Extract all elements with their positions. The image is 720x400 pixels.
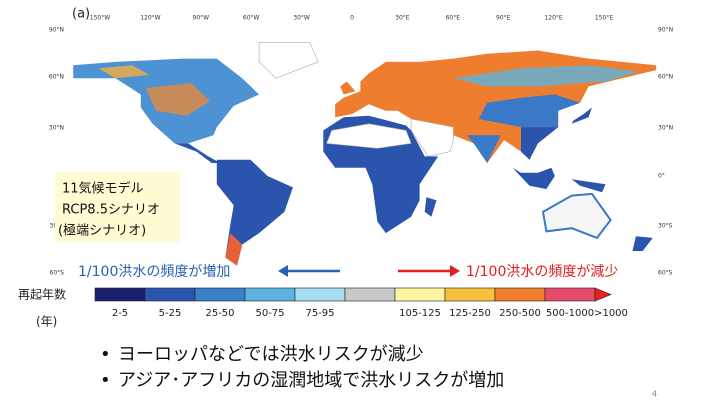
region-patch: [98, 65, 150, 79]
page-number: 4: [652, 390, 657, 399]
longitude-label: 0: [350, 15, 354, 22]
color-bar-segment: [494, 287, 546, 302]
legend-unit: (年): [36, 315, 57, 329]
britain: [340, 81, 356, 95]
legend-label: 125-250: [449, 308, 491, 319]
legend-label: 75-95: [305, 308, 334, 319]
madagascar: [424, 197, 437, 217]
longitude-label: 30°E: [395, 15, 410, 22]
central-america: [174, 143, 221, 163]
australia: [541, 192, 612, 240]
panel-label: (a): [72, 7, 90, 22]
legend-title: 再起年数: [18, 287, 66, 302]
info-text: RCP8.5シナリオ: [62, 203, 160, 218]
bullet: •: [100, 344, 111, 365]
latitude-label: 60°N: [658, 74, 673, 81]
color-bar-segment: [194, 287, 246, 302]
legend-label: 500-1000: [546, 308, 594, 319]
region-patch: [453, 65, 640, 87]
new-zealand: [632, 236, 653, 251]
new-guinea: [571, 179, 606, 193]
color-bar-segment: [144, 287, 196, 302]
info-box: [55, 172, 180, 242]
color-bar-segment: [344, 287, 396, 302]
longitude-label: 30°W: [293, 15, 310, 22]
color-bar-segment: [94, 287, 146, 302]
region-patch: [225, 233, 243, 266]
latitude-label: 60°S: [658, 270, 673, 277]
latitude-label: 0°: [658, 173, 665, 180]
region-patch: [478, 94, 581, 128]
bullet-text: ヨーロッパなどでは洪水リスクが減少: [118, 344, 424, 365]
arrow-label: 1/100洪水の頻度が増加: [78, 264, 230, 280]
greenland: [258, 41, 319, 79]
longitude-label: 90°W: [193, 15, 210, 22]
region-patch: [521, 127, 559, 160]
latitude-label: 60°N: [49, 74, 64, 81]
latitude-label: 30°N: [658, 125, 673, 132]
legend-label: 250-500: [499, 308, 541, 319]
color-bar-segment: [244, 287, 296, 302]
latitude-label: 90°N: [658, 27, 673, 34]
legend-label: >1000: [594, 308, 628, 319]
longitude-label: 120°E: [544, 15, 562, 22]
color-bar-segment: [544, 287, 596, 302]
legend-label: 25-50: [205, 308, 234, 319]
indonesia: [512, 167, 555, 189]
info-text: 11気候モデル: [62, 181, 144, 197]
legend-label: 5-25: [159, 308, 182, 319]
arrow-label: 1/100洪水の頻度が減少: [466, 263, 618, 280]
world-map: 150°W 120°W 90°W 60°W 30°W 0 30°E 60°E 90°E 120°E…: [49, 15, 673, 277]
longitude-label: 150°W: [90, 15, 110, 22]
india: [466, 135, 501, 163]
sahara: [326, 123, 412, 149]
color-bar-segment: [444, 287, 496, 302]
latitude-label: 90°N: [49, 27, 64, 34]
longitude-label: 120°W: [140, 15, 160, 22]
longitude-label: 150°E: [595, 15, 613, 22]
latitude-label: 60°S: [50, 270, 65, 277]
latitude-label: 30°S: [658, 223, 673, 230]
bullet-text: アジア･アフリカの湿潤地域で洪水リスクが増加: [118, 370, 504, 391]
color-bar-cap: [594, 287, 612, 302]
longitude-label: 90°E: [496, 15, 511, 22]
latitude-label: 30°N: [49, 125, 64, 132]
legend-label: 50-75: [255, 308, 284, 319]
color-bar-segment: [394, 287, 446, 302]
legend-label: 2-5: [112, 308, 128, 319]
legend-label: 105-125: [399, 308, 441, 319]
arrow-head: [450, 265, 460, 277]
arrow-head: [278, 265, 288, 277]
info-text: (極端シナリオ): [58, 223, 146, 239]
japan: [571, 107, 592, 124]
longitude-label: 60°W: [243, 15, 260, 22]
longitude-label: 60°E: [446, 15, 461, 22]
color-bar: 2-5 5-25 25-50 50-75 75-95 105-125 125-250 250-…: [94, 287, 628, 319]
color-bar-segment: [294, 287, 346, 302]
region-patch: [145, 83, 210, 116]
bullet: •: [100, 370, 111, 391]
